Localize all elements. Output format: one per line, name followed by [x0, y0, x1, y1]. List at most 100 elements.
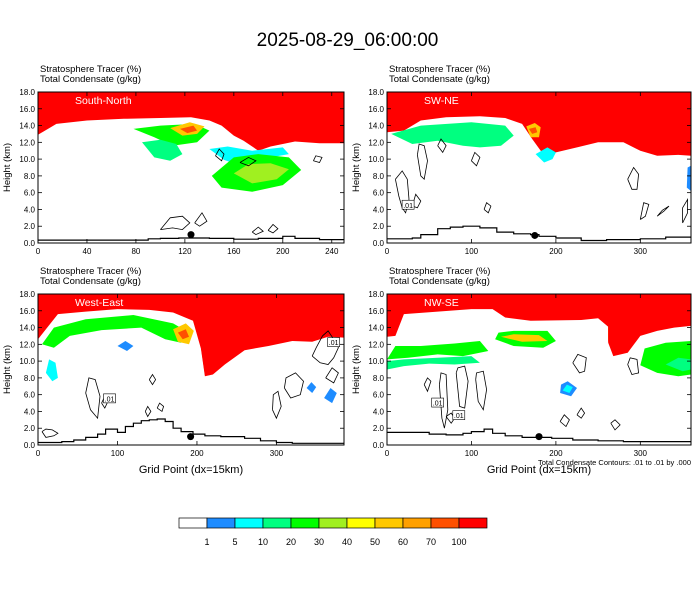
- location-marker: [535, 433, 543, 441]
- panel-label: NW-SE: [424, 297, 459, 309]
- condensate-contour: [194, 212, 208, 227]
- colorbar-label: 30: [314, 537, 324, 547]
- x-tick-label: 100: [465, 449, 479, 458]
- tracer-patch: [391, 122, 514, 148]
- y-tick-label: 14.0: [368, 324, 384, 333]
- x-tick-label: 80: [131, 247, 140, 256]
- x-tick-label: 0: [385, 449, 390, 458]
- colorbar-label: 10: [258, 537, 268, 547]
- condensate-contour: [239, 156, 257, 167]
- y-tick-label: 6.0: [24, 189, 36, 198]
- colorbar-label: 70: [426, 537, 436, 547]
- x-tick-label: 200: [549, 449, 563, 458]
- y-tick-label: 0.0: [24, 239, 36, 248]
- condensate-contour: [471, 151, 481, 167]
- y-tick-label: 4.0: [373, 407, 385, 416]
- contour-label: .01: [329, 340, 339, 347]
- contour-label: .01: [454, 413, 464, 420]
- panel-header-condensate: Total Condensate (g/kg): [40, 276, 141, 287]
- y-tick-label: 4.0: [24, 205, 36, 214]
- panel-4: Stratosphere Tracer (%)Total Condensate …: [351, 266, 692, 476]
- colorbar-box: [206, 517, 236, 529]
- location-marker: [531, 231, 539, 239]
- panel-header-condensate: Total Condensate (g/kg): [40, 74, 141, 85]
- y-tick-label: 4.0: [373, 205, 385, 214]
- y-tick-label: 16.0: [19, 105, 35, 114]
- condensate-contour: [325, 367, 339, 384]
- contour-label: .01: [403, 203, 413, 210]
- panel-header-tracer: Stratosphere Tracer (%): [389, 64, 490, 75]
- tracer-patch: [528, 127, 538, 134]
- condensate-contour: [627, 166, 640, 190]
- tracer-patch: [233, 163, 289, 184]
- y-tick-label: 14.0: [368, 122, 384, 131]
- plot-frame: [386, 91, 692, 244]
- x-tick-label: 40: [83, 247, 92, 256]
- x-tick-label: 240: [325, 247, 339, 256]
- condensate-contour: [417, 143, 428, 181]
- colorbar-box: [234, 517, 264, 529]
- condensate-contour: [272, 390, 282, 420]
- condensate-contour: [656, 205, 670, 217]
- x-tick-label: 200: [276, 247, 290, 256]
- contour-label-box: [103, 393, 116, 404]
- tracer-patch: [501, 334, 548, 342]
- tracer-patch: [142, 139, 183, 161]
- colorbar-box: [346, 517, 376, 529]
- condensate-contour: [572, 353, 587, 374]
- tracer-patch: [387, 356, 480, 370]
- tracer-patch: [387, 341, 489, 360]
- x-tick-label: 100: [465, 247, 479, 256]
- colorbar-box: [374, 517, 404, 529]
- panel-1: Stratosphere Tracer (%)Total Condensate …: [2, 64, 345, 256]
- tracer-patch: [686, 165, 691, 191]
- condensate-contour: [411, 193, 422, 209]
- condensate-contour: [148, 373, 157, 386]
- tracer-band: [387, 92, 691, 158]
- panel-3: Stratosphere Tracer (%)Total Condensate …: [2, 266, 345, 476]
- y-tick-label: 16.0: [368, 307, 384, 316]
- panel-label: South-North: [75, 95, 132, 107]
- condensate-contour: [455, 365, 469, 409]
- plot-frame: [37, 91, 345, 244]
- x-tick-label: 0: [36, 449, 41, 458]
- x-tick-label: 100: [111, 449, 125, 458]
- condensate-contour: [682, 197, 688, 224]
- tracer-patch: [177, 329, 189, 340]
- tracer-patch: [42, 315, 189, 348]
- colorbar-label: 20: [286, 537, 296, 547]
- x-tick-label: 120: [178, 247, 192, 256]
- y-tick-label: 10.0: [19, 155, 35, 164]
- colorbar-label: 60: [398, 537, 408, 547]
- contour-label-box: [452, 410, 466, 420]
- terrain-line: [38, 235, 344, 241]
- terrain-line: [387, 428, 691, 443]
- x-tick-label: 200: [190, 449, 204, 458]
- x-tick-label: 0: [385, 247, 390, 256]
- panel-label: SW-NE: [424, 95, 459, 107]
- location-marker: [187, 231, 195, 239]
- tracer-band: [38, 92, 344, 151]
- colorbar: 1 5 10 20 30 40 50 60 70 100: [178, 517, 488, 547]
- x-axis-label: Grid Point (dx=15km): [139, 464, 243, 476]
- tracer-patch: [665, 357, 691, 372]
- condensate-contour: [559, 414, 570, 428]
- y-tick-label: 6.0: [24, 391, 36, 400]
- colorbar-box: [178, 517, 208, 529]
- plot-area: .01 .01 NW-SE: [387, 294, 691, 445]
- y-tick-label: 8.0: [373, 374, 385, 383]
- y-tick-label: 0.0: [24, 441, 36, 450]
- terrain-line: [38, 418, 344, 444]
- y-tick-label: 0.0: [373, 239, 385, 248]
- plot-area: .01 SW-NE: [387, 92, 691, 243]
- y-tick-label: 8.0: [373, 172, 385, 181]
- y-tick-label: 18.0: [368, 88, 384, 97]
- x-tick-label: 200: [549, 247, 563, 256]
- colorbar-box: [318, 517, 348, 529]
- plot-area: South-North: [38, 92, 344, 243]
- y-tick-label: 6.0: [373, 391, 385, 400]
- condensate-contour: [284, 372, 304, 399]
- y-tick-label: 16.0: [368, 105, 384, 114]
- y-tick-label: 10.0: [19, 357, 35, 366]
